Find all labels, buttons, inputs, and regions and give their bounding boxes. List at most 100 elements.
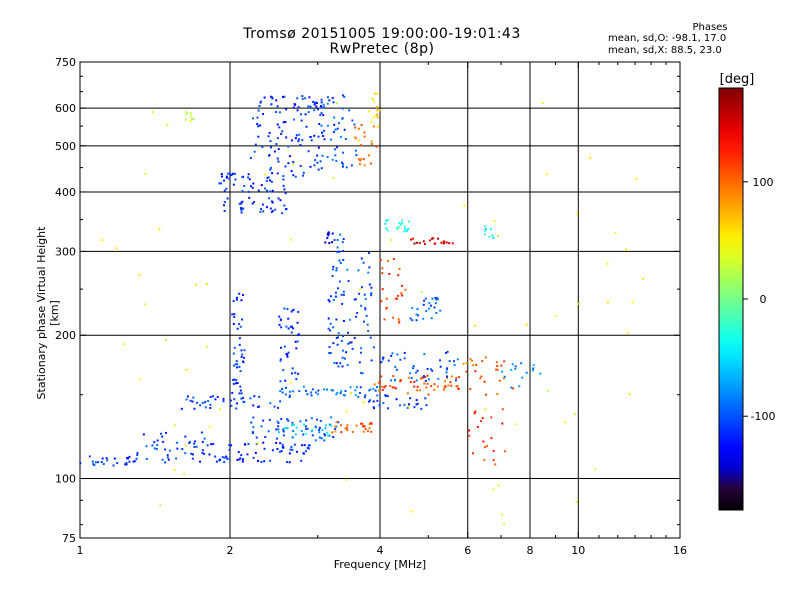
data-point bbox=[437, 377, 440, 380]
data-point bbox=[380, 375, 383, 378]
data-point bbox=[483, 459, 486, 462]
data-point bbox=[376, 109, 379, 112]
data-point bbox=[216, 395, 219, 398]
data-point bbox=[332, 265, 335, 268]
data-point bbox=[399, 380, 402, 383]
data-point bbox=[190, 452, 193, 455]
data-point bbox=[307, 447, 310, 450]
data-point bbox=[254, 451, 257, 454]
data-point bbox=[378, 389, 381, 392]
data-point bbox=[349, 392, 352, 395]
data-point bbox=[283, 307, 286, 310]
data-point bbox=[262, 419, 265, 422]
data-point bbox=[328, 300, 331, 303]
data-point bbox=[413, 385, 416, 388]
data-point bbox=[132, 460, 135, 463]
data-point bbox=[320, 112, 323, 115]
data-point bbox=[326, 155, 329, 158]
data-point bbox=[359, 386, 362, 389]
data-point bbox=[312, 100, 315, 103]
data-point bbox=[239, 385, 242, 388]
data-point bbox=[354, 394, 357, 397]
data-point bbox=[532, 367, 535, 370]
data-point bbox=[263, 447, 266, 450]
data-point bbox=[327, 327, 330, 330]
data-point bbox=[326, 388, 329, 391]
data-point bbox=[485, 393, 488, 396]
data-point bbox=[492, 236, 495, 239]
data-point bbox=[400, 284, 403, 287]
data-point bbox=[297, 372, 300, 375]
data-point bbox=[242, 207, 245, 210]
data-point bbox=[295, 347, 298, 350]
data-point bbox=[243, 443, 246, 446]
data-point bbox=[320, 167, 323, 170]
data-point bbox=[159, 432, 162, 435]
data-point bbox=[381, 385, 384, 388]
data-point bbox=[407, 228, 410, 231]
data-point bbox=[370, 422, 373, 425]
data-point bbox=[221, 175, 224, 178]
data-point bbox=[410, 377, 413, 380]
data-point bbox=[389, 384, 392, 387]
data-point bbox=[378, 109, 381, 112]
data-point bbox=[348, 318, 351, 321]
data-point bbox=[376, 394, 379, 397]
data-point bbox=[304, 97, 307, 100]
data-point bbox=[491, 234, 494, 237]
data-point bbox=[258, 105, 261, 108]
data-point bbox=[401, 219, 404, 222]
data-point bbox=[490, 437, 493, 440]
data-point bbox=[481, 417, 484, 420]
data-point bbox=[331, 431, 334, 434]
data-point bbox=[240, 208, 243, 211]
data-point bbox=[375, 145, 378, 148]
data-point bbox=[267, 430, 270, 433]
data-point bbox=[387, 359, 390, 362]
data-point bbox=[314, 102, 317, 105]
data-point bbox=[123, 343, 126, 346]
data-point bbox=[424, 379, 427, 382]
data-point bbox=[116, 462, 119, 465]
data-point bbox=[223, 209, 226, 212]
data-point bbox=[290, 169, 293, 172]
data-point bbox=[331, 275, 334, 278]
data-point bbox=[238, 323, 241, 326]
data-point bbox=[412, 367, 415, 370]
data-point bbox=[337, 332, 340, 335]
data-point bbox=[235, 298, 238, 301]
data-point bbox=[192, 117, 195, 120]
data-point bbox=[626, 331, 629, 334]
data-point bbox=[233, 378, 236, 381]
data-point bbox=[451, 375, 454, 378]
data-point bbox=[489, 228, 492, 231]
data-point bbox=[399, 223, 402, 226]
data-point bbox=[264, 173, 267, 176]
data-point bbox=[211, 395, 214, 398]
data-point bbox=[270, 180, 273, 183]
data-point bbox=[218, 408, 221, 411]
data-point bbox=[336, 391, 339, 394]
data-point bbox=[422, 317, 425, 320]
data-point bbox=[295, 134, 298, 137]
data-point bbox=[355, 386, 358, 389]
data-point bbox=[317, 393, 320, 396]
data-point bbox=[302, 423, 305, 426]
data-point bbox=[431, 369, 434, 372]
data-point bbox=[271, 172, 274, 175]
data-point bbox=[257, 109, 260, 112]
data-point bbox=[381, 272, 384, 275]
data-point bbox=[263, 187, 266, 190]
data-point bbox=[173, 469, 176, 472]
data-point bbox=[409, 372, 412, 375]
data-point bbox=[319, 105, 322, 108]
data-point bbox=[346, 423, 349, 426]
data-point bbox=[209, 395, 212, 398]
data-point bbox=[307, 150, 310, 153]
data-point bbox=[284, 379, 287, 382]
data-point bbox=[525, 371, 528, 374]
data-point bbox=[275, 437, 278, 440]
data-point bbox=[233, 398, 236, 401]
data-point bbox=[284, 120, 287, 123]
data-point bbox=[319, 160, 322, 163]
